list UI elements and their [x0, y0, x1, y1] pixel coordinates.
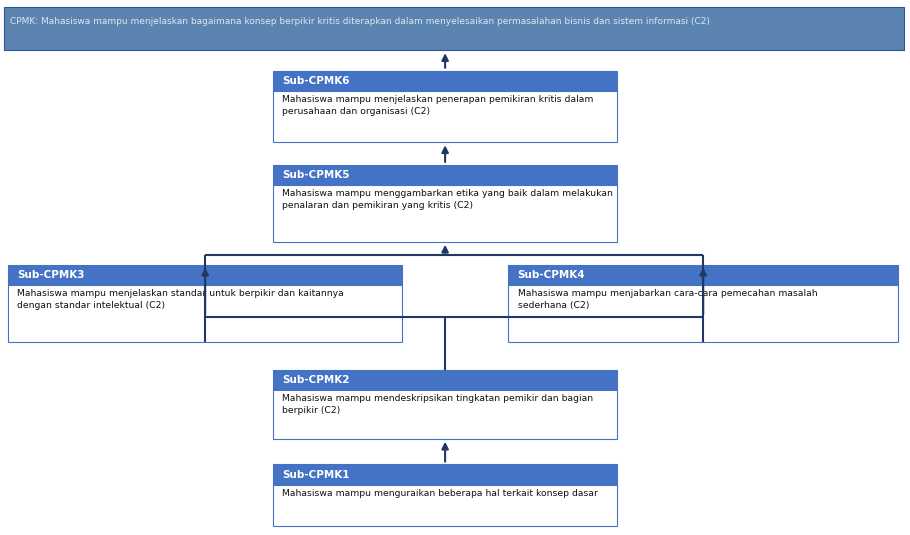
Bar: [509, 285, 898, 342]
Text: Sub-CPMK4: Sub-CPMK4: [518, 270, 585, 280]
Bar: [273, 464, 617, 485]
Text: Mahasiswa mampu menggambarkan etika yang baik dalam melakukan
penalaran dan pemi: Mahasiswa mampu menggambarkan etika yang…: [282, 189, 613, 210]
Bar: [273, 165, 617, 185]
Text: CPMK: Mahasiswa mampu menjelaskan bagaimana konsep berpikir kritis diterapkan da: CPMK: Mahasiswa mampu menjelaskan bagaim…: [10, 18, 711, 27]
Bar: [8, 265, 402, 285]
Text: Mahasiswa mampu menguraikan beberapa hal terkait konsep dasar: Mahasiswa mampu menguraikan beberapa hal…: [282, 489, 598, 498]
Text: Mahasiswa mampu menjelaskan standar untuk berpikir dan kaitannya
dengan standar : Mahasiswa mampu menjelaskan standar untu…: [17, 289, 344, 310]
Text: Sub-CPMK1: Sub-CPMK1: [282, 470, 349, 479]
Text: Sub-CPMK2: Sub-CPMK2: [282, 375, 349, 385]
Bar: [8, 285, 402, 342]
Text: Sub-CPMK3: Sub-CPMK3: [17, 270, 85, 280]
Bar: [273, 370, 617, 390]
Bar: [273, 71, 617, 91]
Bar: [273, 390, 617, 439]
Bar: [273, 185, 617, 242]
Bar: [273, 485, 617, 525]
Bar: [509, 265, 898, 285]
Text: Mahasiswa mampu menjelaskan penerapan pemikiran kritis dalam
perusahaan dan orga: Mahasiswa mampu menjelaskan penerapan pe…: [282, 95, 593, 116]
Text: Mahasiswa mampu menjabarkan cara-cara pemecahan masalah
sederhana (C2): Mahasiswa mampu menjabarkan cara-cara pe…: [518, 289, 817, 310]
Bar: [273, 91, 617, 142]
Bar: [5, 7, 905, 50]
Text: Sub-CPMK6: Sub-CPMK6: [282, 75, 349, 86]
Text: Mahasiswa mampu mendeskripsikan tingkatan pemikir dan bagian
berpikir (C2): Mahasiswa mampu mendeskripsikan tingkata…: [282, 394, 593, 415]
Text: Sub-CPMK5: Sub-CPMK5: [282, 170, 349, 180]
